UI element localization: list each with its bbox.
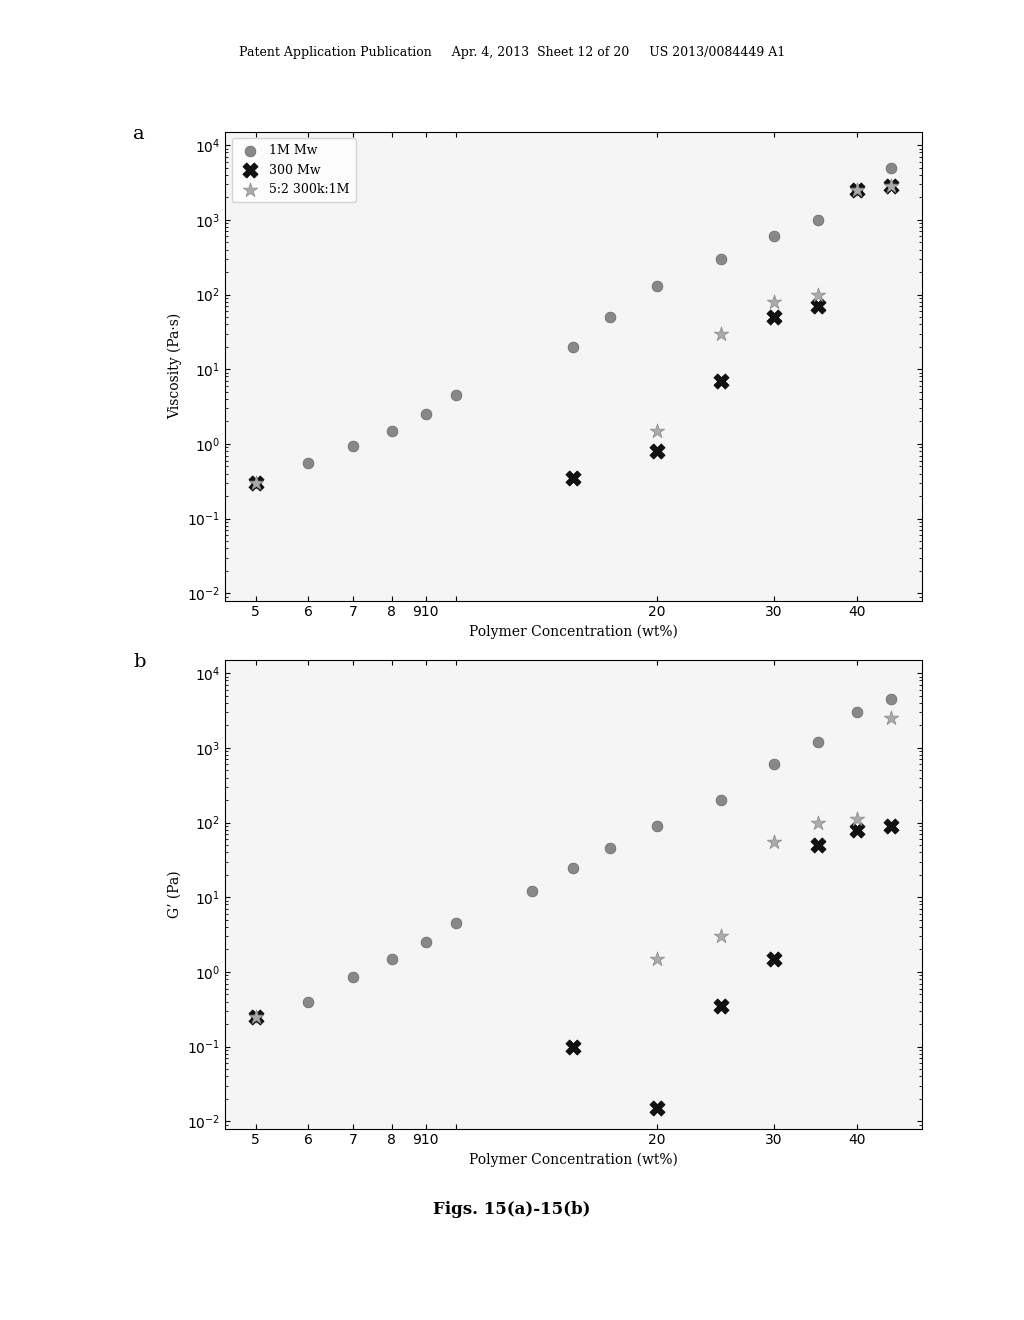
1M Mw — [810, 210, 826, 231]
5:2 300k:1M — [713, 925, 729, 946]
Text: Figs. 15(a)-15(b): Figs. 15(a)-15(b) — [433, 1201, 591, 1218]
5:2 300k:1M — [849, 180, 865, 201]
1M Mw — [766, 754, 782, 775]
5:2 300k:1M — [248, 473, 264, 494]
5:2 300k:1M — [248, 1006, 264, 1027]
Text: a: a — [133, 124, 144, 143]
Text: Patent Application Publication     Apr. 4, 2013  Sheet 12 of 20     US 2013/0084: Patent Application Publication Apr. 4, 2… — [239, 46, 785, 59]
1M Mw — [248, 473, 264, 494]
5:2 300k:1M — [648, 948, 665, 969]
5:2 300k:1M — [883, 708, 899, 729]
5:2 300k:1M — [810, 284, 826, 305]
1M Mw — [565, 857, 582, 878]
1M Mw — [418, 404, 434, 425]
1M Mw — [383, 420, 399, 441]
1M Mw — [418, 932, 434, 953]
1M Mw — [345, 436, 361, 457]
1M Mw — [383, 948, 399, 969]
300 Mw — [810, 296, 826, 317]
5:2 300k:1M — [849, 809, 865, 830]
300 Mw — [849, 820, 865, 841]
300 Mw — [713, 995, 729, 1016]
1M Mw — [601, 306, 617, 327]
5:2 300k:1M — [810, 812, 826, 833]
1M Mw — [648, 816, 665, 837]
300 Mw — [248, 473, 264, 494]
300 Mw — [713, 371, 729, 392]
Y-axis label: Viscosity (Pa·s): Viscosity (Pa·s) — [167, 313, 181, 420]
5:2 300k:1M — [766, 292, 782, 313]
1M Mw — [883, 157, 899, 178]
Legend: 1M Mw, 300 Mw, 5:2 300k:1M: 1M Mw, 300 Mw, 5:2 300k:1M — [231, 139, 355, 202]
5:2 300k:1M — [648, 420, 665, 441]
300 Mw — [565, 1036, 582, 1057]
1M Mw — [447, 912, 464, 933]
Text: b: b — [133, 652, 145, 671]
300 Mw — [883, 816, 899, 837]
Y-axis label: G’ (Pa): G’ (Pa) — [168, 870, 181, 919]
300 Mw — [883, 176, 899, 197]
X-axis label: Polymer Concentration (wt%): Polymer Concentration (wt%) — [469, 624, 678, 639]
5:2 300k:1M — [713, 323, 729, 345]
1M Mw — [883, 689, 899, 710]
1M Mw — [447, 384, 464, 405]
300 Mw — [248, 1006, 264, 1027]
300 Mw — [565, 467, 582, 488]
1M Mw — [300, 991, 316, 1012]
1M Mw — [524, 880, 541, 902]
300 Mw — [810, 834, 826, 855]
300 Mw — [648, 441, 665, 462]
1M Mw — [648, 276, 665, 297]
X-axis label: Polymer Concentration (wt%): Polymer Concentration (wt%) — [469, 1152, 678, 1167]
1M Mw — [565, 337, 582, 358]
1M Mw — [601, 838, 617, 859]
1M Mw — [248, 1006, 264, 1027]
300 Mw — [766, 948, 782, 969]
1M Mw — [713, 248, 729, 269]
1M Mw — [713, 789, 729, 810]
300 Mw — [648, 1098, 665, 1119]
1M Mw — [345, 966, 361, 987]
5:2 300k:1M — [766, 832, 782, 853]
5:2 300k:1M — [883, 176, 899, 197]
1M Mw — [849, 180, 865, 201]
1M Mw — [849, 702, 865, 723]
300 Mw — [766, 306, 782, 327]
1M Mw — [766, 226, 782, 247]
300 Mw — [849, 180, 865, 201]
1M Mw — [300, 453, 316, 474]
1M Mw — [810, 731, 826, 752]
